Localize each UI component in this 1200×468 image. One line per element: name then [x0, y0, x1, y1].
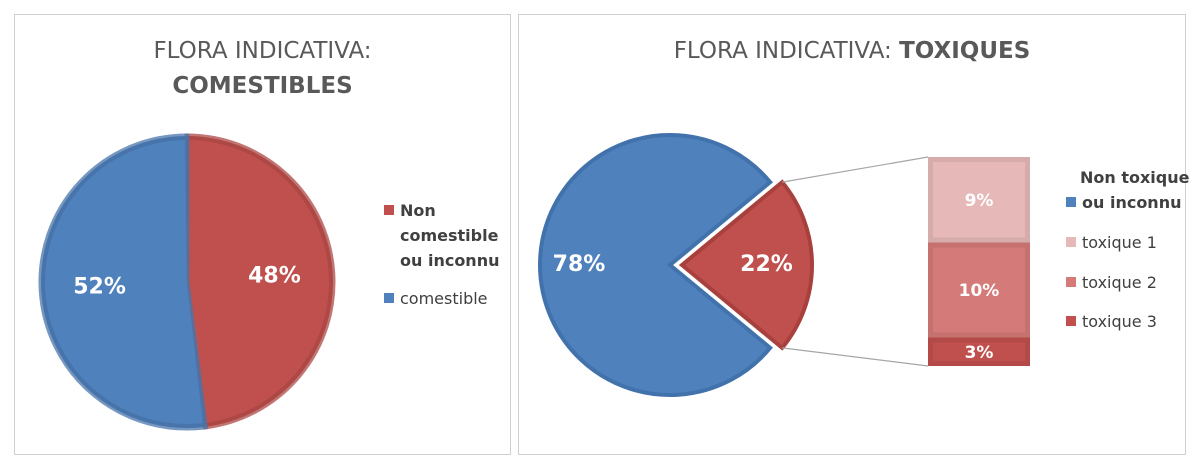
chart-title: FLORA INDICATIVA: COMESTIBLES [14, 34, 511, 104]
data-label: 10% [959, 281, 1000, 301]
legend-swatch [1066, 276, 1076, 287]
pie-slice-face [187, 140, 330, 423]
data-label: 52% [73, 275, 126, 300]
legend-swatch [384, 205, 394, 215]
pie-slice [678, 179, 814, 351]
data-label: 9% [965, 191, 994, 211]
data-label: 3% [965, 343, 994, 363]
legend-swatch [1066, 237, 1076, 247]
data-label: 22% [740, 252, 793, 277]
chart-panel [518, 14, 1186, 455]
title-line: FLORA INDICATIVA: [153, 38, 372, 64]
pie-slice-face [45, 140, 203, 424]
legend-label: toxique 1 [1082, 233, 1157, 252]
legend-label: comestible [400, 289, 488, 308]
title-bold: COMESTIBLES [172, 73, 353, 99]
data-label: 48% [248, 263, 301, 288]
legend-swatch [384, 293, 394, 303]
chart-title: FLORA INDICATIVA: TOXIQUES [518, 34, 1186, 69]
title-line: FLORA INDICATIVA: [673, 38, 892, 64]
legend-label: toxique 3 [1082, 312, 1157, 331]
connector [782, 347, 929, 367]
title-bold: TOXIQUES [899, 38, 1031, 64]
chart-panel [14, 14, 511, 455]
bar-segment-face [933, 162, 1025, 238]
legend-swatch [1066, 197, 1076, 207]
legend-item: toxique 2 [1066, 270, 1176, 295]
legend-label: Non comestible ou inconnu [400, 201, 500, 270]
legend-label: toxique 2 [1082, 272, 1157, 292]
legend-item: Non comestible ou inconnu [384, 198, 520, 273]
pie-slice [538, 133, 773, 397]
bar-segment-face [933, 342, 1025, 361]
bar-segment-face [933, 247, 1025, 333]
legend-item: Non toxique ou inconnu [1066, 165, 1192, 215]
data-label: 78% [553, 252, 606, 277]
legend-swatch [1066, 316, 1076, 326]
legend-item: toxique 1 [1066, 230, 1176, 255]
legend-label: Non toxique ou inconnu [1080, 168, 1190, 212]
connector [782, 156, 929, 183]
legend-item: toxique 3 [1066, 309, 1176, 334]
legend-item: comestible [384, 286, 504, 311]
title-emphasis: COMESTIBLES [14, 69, 511, 104]
